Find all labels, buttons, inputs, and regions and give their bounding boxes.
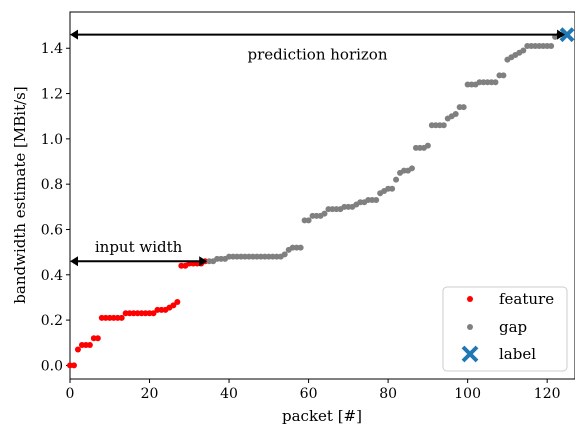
data-points [67, 27, 575, 369]
gap-point [305, 217, 312, 224]
gap-point [440, 122, 447, 129]
x-axis-ticks: 0 20 40 60 80 100 120 [66, 379, 561, 402]
y-tick-label: 0.4 [41, 268, 63, 284]
label-point [559, 27, 575, 43]
x-axis-title: packet [#] [282, 407, 362, 425]
x-tick-label: 60 [300, 386, 318, 402]
feature-point [174, 298, 181, 305]
gap-point [424, 142, 431, 149]
x-tick-label: 100 [454, 386, 481, 402]
gap-point [389, 185, 396, 192]
gap-point [281, 251, 288, 258]
plot-area-frame [69, 11, 575, 380]
feature-point [150, 310, 157, 317]
y-axis-title: bandwidth estimate [MBit/s] [11, 86, 29, 303]
arrow-head [557, 29, 566, 40]
y-tick-label: 0.2 [41, 313, 63, 329]
annotations: prediction horizon input width [70, 29, 566, 267]
feature-point [94, 335, 101, 342]
gap-point [393, 176, 400, 183]
y-tick-label: 1.0 [41, 132, 63, 148]
feature-point [74, 346, 81, 353]
y-axis-ticks: 0.0 0.2 0.4 0.6 0.8 1.0 1.2 1.4 [41, 41, 70, 374]
gap-point [297, 244, 304, 251]
x-tick-label: 120 [534, 386, 561, 402]
y-tick-label: 0.8 [41, 177, 63, 193]
label-marker-stroke [559, 27, 575, 43]
x-tick-label: 0 [66, 386, 75, 402]
annotation-label: prediction horizon [248, 46, 388, 64]
legend-marker-label [461, 345, 479, 363]
gap-point [492, 79, 499, 86]
legend-label-gap: gap [499, 318, 527, 336]
gap-point [321, 210, 328, 217]
y-tick-label: 1.4 [41, 41, 63, 57]
arrow-head [70, 256, 78, 267]
gap-point [548, 42, 555, 49]
label-marker-stroke [461, 345, 479, 363]
x-tick-label: 20 [141, 386, 159, 402]
gap-point [452, 110, 459, 117]
feature-point [170, 302, 177, 309]
y-tick-label: 1.2 [41, 87, 63, 103]
arrow-head [70, 29, 78, 40]
annotation-arrow: input width [70, 238, 208, 267]
legend-label-label: label [499, 345, 536, 363]
y-tick-label: 0.6 [41, 222, 63, 238]
feature-point [118, 314, 125, 321]
x-tick-label: 80 [379, 386, 397, 402]
arrow-head [199, 256, 208, 267]
legend: feature gap label [442, 286, 568, 372]
annotation-label: input width [95, 238, 183, 256]
feature-point [70, 362, 77, 369]
gap-point [520, 47, 527, 54]
gap-point [500, 72, 507, 79]
legend-marker-gap [467, 324, 473, 330]
legend-label-feature: feature [499, 290, 554, 308]
feature-point [86, 342, 93, 349]
annotation-arrow: prediction horizon [70, 29, 566, 64]
gap-point [408, 165, 415, 172]
y-tick-label: 0.0 [41, 358, 63, 374]
gap-point [460, 104, 467, 111]
gap-point [373, 197, 380, 204]
legend-marker-feature [467, 296, 473, 302]
x-tick-label: 40 [220, 386, 238, 402]
